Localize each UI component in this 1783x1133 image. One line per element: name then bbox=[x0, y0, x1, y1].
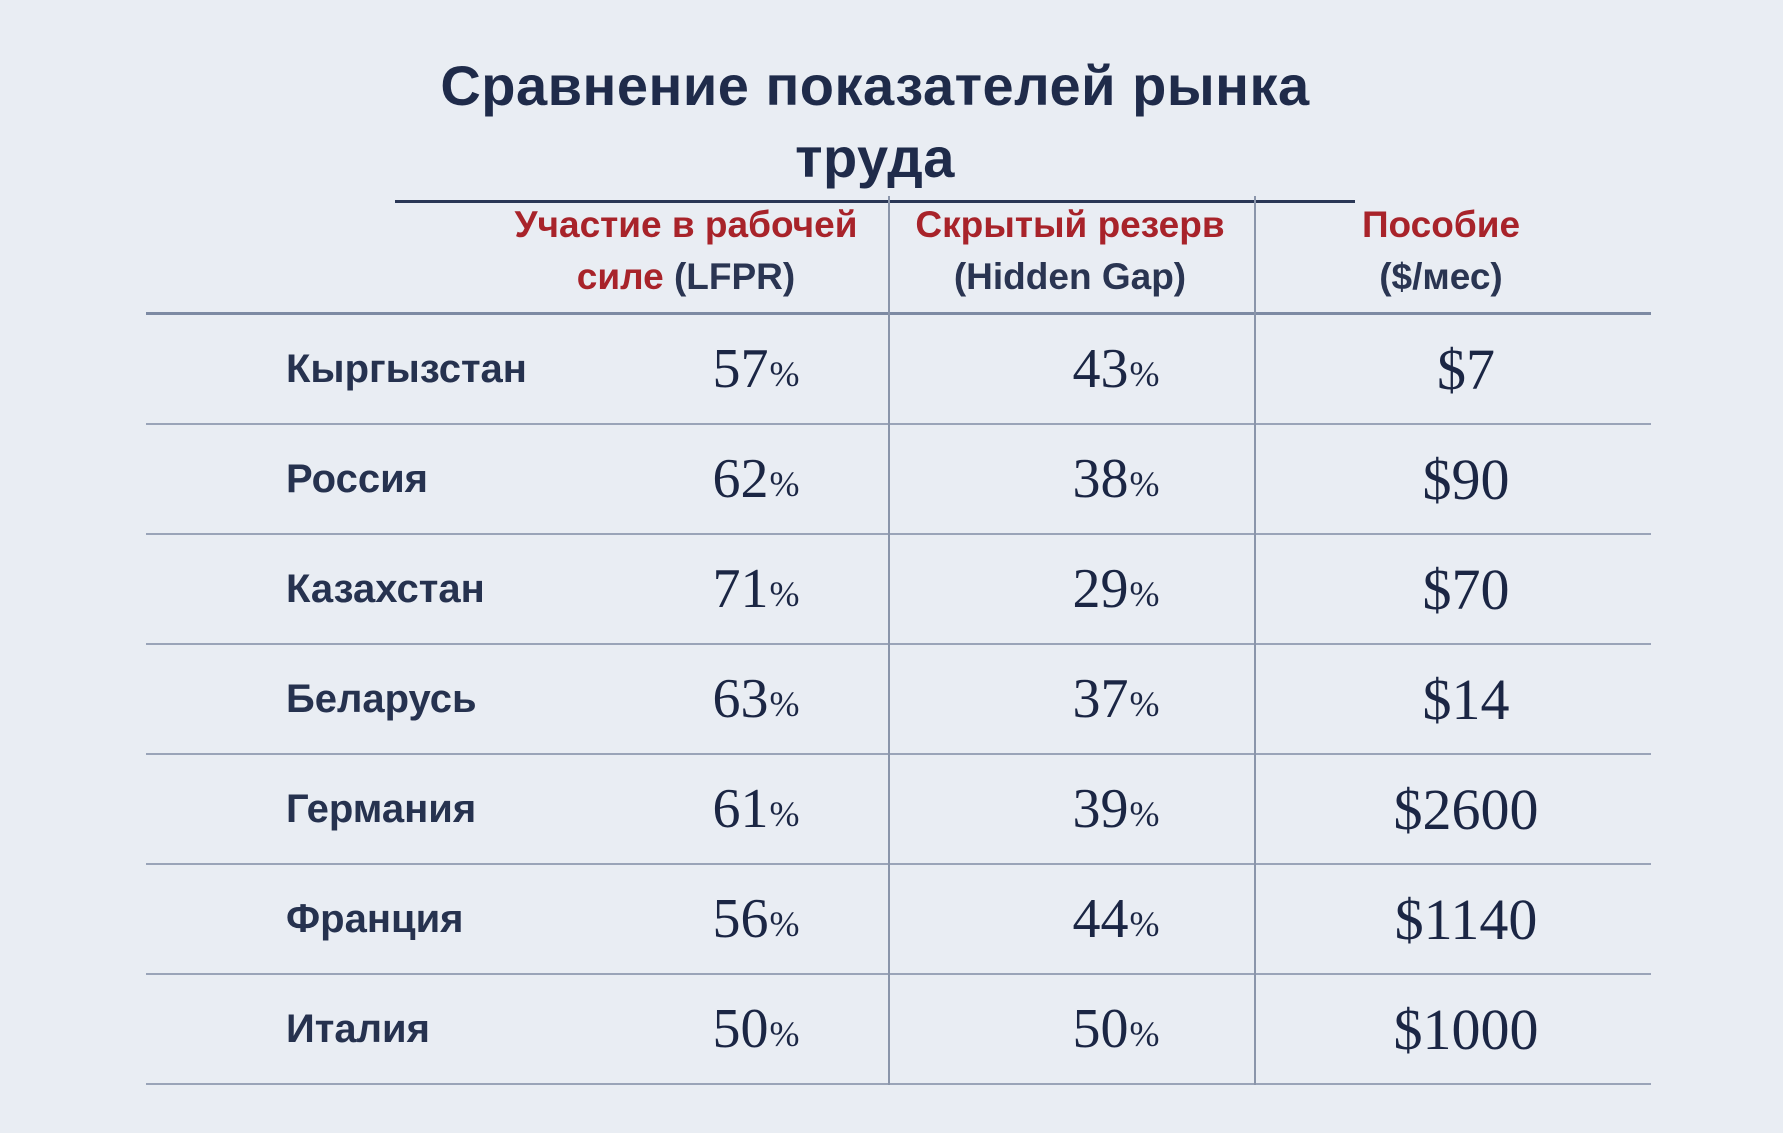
title-wrapper: Сравнение показателей рынка труда bbox=[395, 50, 1355, 203]
header-lfpr: Участие в рабочей силе (LFPR) bbox=[486, 190, 886, 312]
lfpr-value: 57% bbox=[712, 338, 800, 400]
hidden-gap-value: 44% bbox=[1072, 888, 1160, 950]
benefit-value: $7 bbox=[1437, 336, 1495, 402]
hidden-gap-value: 37% bbox=[1072, 668, 1160, 730]
table-row: Кыргызстан 57% 43% $7 bbox=[146, 315, 1651, 425]
table-header-row: Участие в рабочей силе (LFPR) Скрытый ре… bbox=[146, 190, 1651, 315]
page-title: Сравнение показателей рынка труда bbox=[395, 50, 1355, 203]
benefit-value: $1000 bbox=[1393, 996, 1539, 1062]
hidden-gap-value: 39% bbox=[1072, 778, 1160, 840]
hidden-gap-value: 43% bbox=[1072, 338, 1160, 400]
header-benefit-line1: Пособие bbox=[1361, 204, 1521, 245]
lfpr-value: 56% bbox=[712, 888, 800, 950]
header-gap-line2: (Hidden Gap) bbox=[953, 256, 1187, 297]
benefit-value: $1140 bbox=[1394, 886, 1538, 952]
benefit-value: $90 bbox=[1422, 446, 1510, 512]
hidden-gap-value: 29% bbox=[1072, 558, 1160, 620]
table-row: Казахстан 71% 29% $70 bbox=[146, 535, 1651, 645]
column-divider-2 bbox=[1254, 196, 1256, 1085]
header-lfpr-line2b: (LFPR) bbox=[673, 256, 796, 297]
column-divider-1 bbox=[888, 196, 890, 1085]
header-benefit: Пособие ($/мес) bbox=[1256, 190, 1626, 312]
lfpr-value: 63% bbox=[712, 668, 800, 730]
table-row: Россия 62% 38% $90 bbox=[146, 425, 1651, 535]
country-name: Италия bbox=[286, 1006, 430, 1051]
country-name: Германия bbox=[286, 786, 477, 831]
lfpr-value: 62% bbox=[712, 448, 800, 510]
header-hidden-gap: Скрытый резерв (Hidden Gap) bbox=[888, 190, 1252, 312]
table-row: Беларусь 63% 37% $14 bbox=[146, 645, 1651, 755]
country-name: Казахстан bbox=[286, 566, 485, 611]
lfpr-value: 61% bbox=[712, 778, 800, 840]
header-benefit-line2: ($/мес) bbox=[1379, 256, 1503, 297]
country-name: Кыргызстан bbox=[286, 346, 527, 391]
header-gap-line1: Скрытый резерв bbox=[915, 204, 1225, 245]
country-name: Россия bbox=[286, 456, 429, 501]
hidden-gap-value: 38% bbox=[1072, 448, 1160, 510]
benefit-value: $14 bbox=[1422, 666, 1510, 732]
comparison-table: Участие в рабочей силе (LFPR) Скрытый ре… bbox=[146, 190, 1651, 1085]
header-lfpr-line1: Участие в рабочей bbox=[514, 204, 858, 245]
country-name: Франция bbox=[286, 896, 464, 941]
table-row: Италия 50% 50% $1000 bbox=[146, 975, 1651, 1085]
lfpr-value: 71% bbox=[712, 558, 800, 620]
header-lfpr-line2a: силе bbox=[576, 256, 664, 297]
table-body: Кыргызстан 57% 43% $7 Россия 62% 38% $90… bbox=[146, 315, 1651, 1085]
lfpr-value: 50% bbox=[712, 998, 800, 1060]
country-name: Беларусь bbox=[286, 676, 477, 721]
table-row: Франция 56% 44% $1140 bbox=[146, 865, 1651, 975]
benefit-value: $2600 bbox=[1393, 776, 1539, 842]
hidden-gap-value: 50% bbox=[1072, 998, 1160, 1060]
table-row: Германия 61% 39% $2600 bbox=[146, 755, 1651, 865]
benefit-value: $70 bbox=[1422, 556, 1510, 622]
